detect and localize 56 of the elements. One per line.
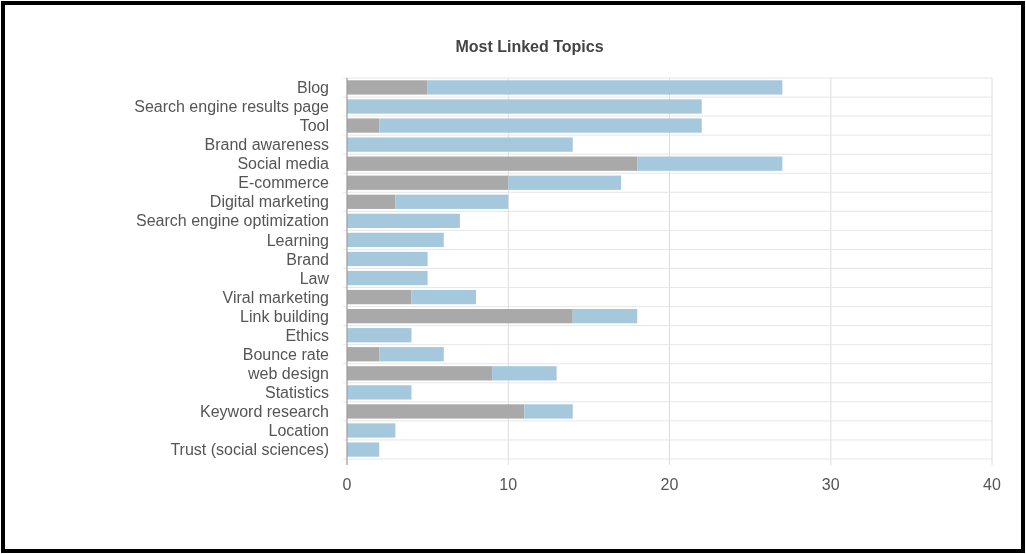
bar — [395, 194, 509, 209]
bar — [347, 156, 638, 171]
y-tick-label: Search engine optimization — [135, 212, 329, 230]
x-tick-label: 20 — [660, 476, 679, 493]
x-tick-label: 40 — [983, 476, 1001, 493]
y-tick-label: Social media — [237, 155, 330, 173]
y-tick-label: Blog — [296, 79, 329, 97]
bar — [347, 251, 428, 267]
y-tick-label: Bounce rate — [242, 345, 330, 363]
bar — [492, 366, 557, 381]
bar — [347, 404, 525, 419]
x-tick-label: 0 — [342, 476, 352, 493]
y-tick-label: Viral marketing — [222, 288, 329, 306]
y-tick-label: Ethics — [285, 326, 329, 344]
y-tick-label: Keyword research — [200, 403, 329, 421]
bar — [427, 80, 783, 95]
bar — [347, 289, 412, 305]
y-tick-label: Law — [299, 269, 330, 287]
bar — [524, 404, 573, 419]
bar — [347, 99, 702, 114]
bar — [347, 137, 573, 152]
bar — [347, 175, 509, 190]
bar — [347, 194, 396, 209]
y-tick-label: Search engine results page — [134, 98, 330, 116]
bar — [411, 289, 476, 305]
y-tick-label: Learning — [266, 231, 329, 249]
y-tick-label: Digital marketing — [209, 193, 329, 211]
y-tick-label: Brand awareness — [204, 136, 329, 154]
bar — [347, 270, 428, 286]
bar — [508, 175, 622, 190]
bar — [347, 328, 412, 343]
bar — [347, 423, 396, 438]
bar — [379, 118, 702, 133]
x-tick-label: 30 — [821, 476, 840, 493]
y-tick-label: Brand — [286, 250, 329, 268]
bar — [347, 213, 460, 228]
y-tick-label: Link building — [240, 307, 329, 325]
x-tick-label: 10 — [499, 476, 518, 493]
bar — [347, 442, 380, 457]
bar — [347, 385, 412, 400]
bar — [637, 156, 783, 171]
y-tick-label: Statistics — [264, 383, 329, 401]
chart-title: Most Linked Topics — [455, 38, 604, 55]
bar — [347, 232, 444, 248]
y-tick-label: E-commerce — [238, 174, 330, 192]
bar — [347, 366, 493, 381]
y-tick-label: Trust (social sciences) — [170, 441, 329, 459]
bar — [347, 347, 380, 362]
bar — [379, 347, 444, 362]
y-tick-label: Location — [268, 422, 329, 440]
bar — [347, 118, 380, 133]
y-tick-label: Tool — [299, 117, 329, 135]
bar — [347, 80, 428, 95]
y-tick-label: web design — [247, 364, 329, 382]
bar — [347, 309, 573, 324]
bar — [572, 309, 638, 324]
